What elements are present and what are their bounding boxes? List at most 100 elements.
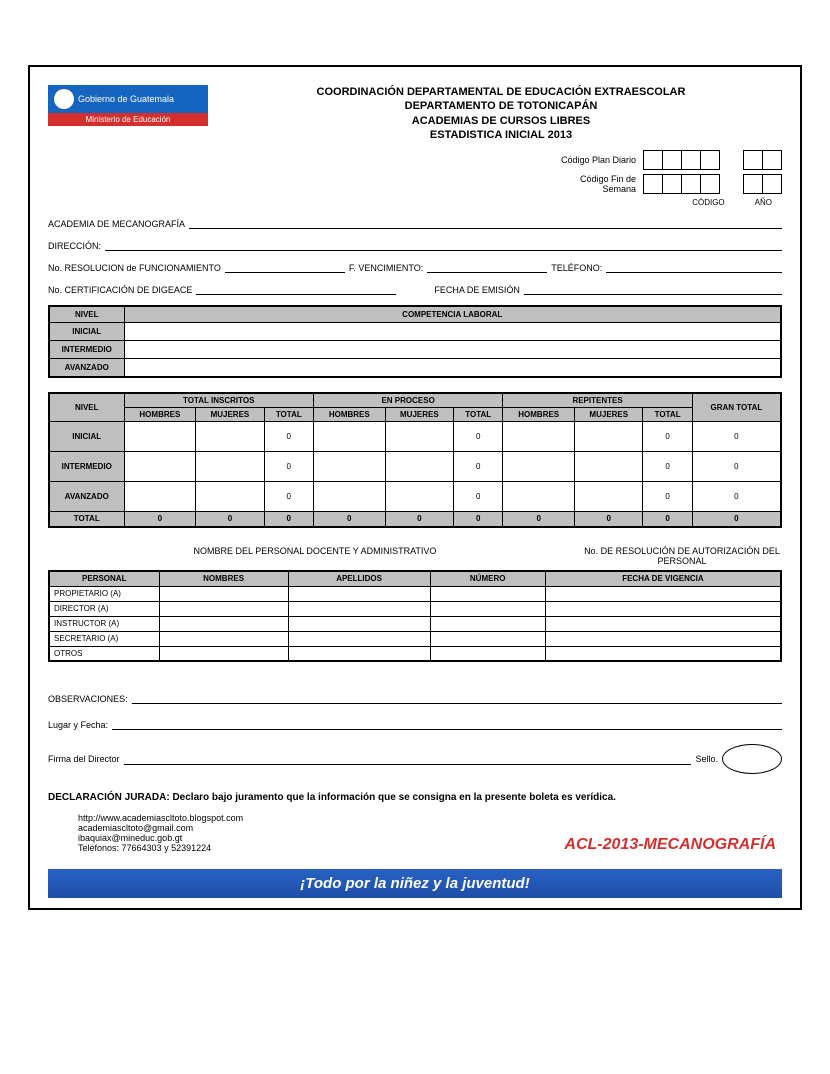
stats-cell[interactable]	[575, 481, 643, 511]
stats-cell[interactable]	[503, 451, 575, 481]
pers-cell[interactable]	[159, 601, 288, 616]
stats-cell[interactable]: 0	[264, 451, 313, 481]
code-box[interactable]	[681, 150, 701, 170]
pers-cell[interactable]	[430, 586, 545, 601]
pers-cell[interactable]	[545, 586, 781, 601]
line-direccion[interactable]	[105, 239, 782, 251]
stats-cell[interactable]: 0	[692, 481, 781, 511]
stats-cell[interactable]	[196, 451, 264, 481]
comp-cell[interactable]	[124, 323, 781, 341]
stats-cell[interactable]	[575, 451, 643, 481]
stats-cell[interactable]	[385, 481, 453, 511]
code-box[interactable]	[762, 174, 782, 194]
title-l1: COORDINACIÓN DEPARTAMENTAL DE EDUCACIÓN …	[220, 85, 782, 99]
code-box[interactable]	[700, 174, 720, 194]
pers-cell[interactable]	[288, 616, 430, 631]
stats-cell[interactable]	[313, 451, 385, 481]
pers-cell[interactable]	[430, 646, 545, 661]
line-emision[interactable]	[524, 283, 782, 295]
stats-col: TOTAL	[454, 407, 503, 421]
line-observaciones[interactable]	[132, 692, 782, 704]
code-box[interactable]	[743, 174, 763, 194]
document-page: Gobierno de Guatemala Ministerio de Educ…	[28, 65, 802, 910]
label-sello: Sello.	[695, 754, 718, 764]
pers-cell[interactable]	[545, 631, 781, 646]
line-resolucion[interactable]	[225, 261, 345, 273]
stats-cell[interactable]	[124, 421, 196, 451]
pers-cell[interactable]	[430, 601, 545, 616]
stats-total-cell: 0	[196, 511, 264, 527]
stats-col: HOMBRES	[313, 407, 385, 421]
pers-cell[interactable]	[159, 616, 288, 631]
code-box[interactable]	[662, 174, 682, 194]
pers-cell[interactable]	[159, 631, 288, 646]
stats-cell[interactable]: 0	[692, 421, 781, 451]
label-resolucion: No. RESOLUCION de FUNCIONAMIENTO	[48, 263, 221, 273]
pers-cell[interactable]	[288, 601, 430, 616]
line-firma[interactable]	[124, 753, 692, 765]
comp-cell[interactable]	[124, 341, 781, 359]
stats-cell[interactable]	[196, 421, 264, 451]
code-label-diario: Código Plan Diario	[546, 155, 636, 165]
stats-cell[interactable]	[385, 421, 453, 451]
stats-cell[interactable]: 0	[692, 451, 781, 481]
stats-cell[interactable]	[124, 481, 196, 511]
code-box[interactable]	[643, 150, 663, 170]
pers-cell[interactable]	[545, 601, 781, 616]
code-boxes-finsemana	[644, 174, 720, 194]
stats-cell[interactable]	[385, 451, 453, 481]
title-l4: ESTADISTICA INICIAL 2013	[220, 128, 782, 142]
codigo-sub: CÓDIGO	[692, 198, 724, 207]
stats-cell[interactable]: 0	[643, 421, 692, 451]
stats-col: MUJERES	[575, 407, 643, 421]
stats-cell[interactable]	[196, 481, 264, 511]
stats-col: TOTAL	[264, 407, 313, 421]
line-vencimiento[interactable]	[427, 261, 547, 273]
stats-cell[interactable]: 0	[643, 451, 692, 481]
pers-cell[interactable]	[159, 646, 288, 661]
pers-cell[interactable]	[545, 646, 781, 661]
ano-sub: AÑO	[755, 198, 772, 207]
stats-cell[interactable]	[503, 481, 575, 511]
stats-cell[interactable]	[313, 481, 385, 511]
label-observaciones: OBSERVACIONES:	[48, 694, 128, 704]
stats-cell[interactable]: 0	[454, 421, 503, 451]
decl-label: DECLARACIÓN JURADA:	[48, 792, 170, 803]
comp-cell[interactable]	[124, 359, 781, 377]
declaration: DECLARACIÓN JURADA: Declaro bajo juramen…	[48, 792, 782, 803]
stats-cell[interactable]: 0	[454, 451, 503, 481]
pers-cell[interactable]	[288, 586, 430, 601]
code-box[interactable]	[762, 150, 782, 170]
line-telefono[interactable]	[606, 261, 782, 273]
pers-col: FECHA DE VIGENCIA	[545, 571, 781, 586]
code-box[interactable]	[700, 150, 720, 170]
stats-cell[interactable]: 0	[264, 481, 313, 511]
code-box[interactable]	[681, 174, 701, 194]
stats-col: TOTAL	[643, 407, 692, 421]
stats-cell[interactable]: 0	[454, 481, 503, 511]
code-row-finsemana: Código Fin de Semana	[48, 174, 782, 194]
stats-cell[interactable]: 0	[643, 481, 692, 511]
stats-cell[interactable]	[124, 451, 196, 481]
pers-cell[interactable]	[430, 616, 545, 631]
pers-cell[interactable]	[288, 631, 430, 646]
stats-cell[interactable]: 0	[264, 421, 313, 451]
code-box[interactable]	[743, 150, 763, 170]
stats-cell[interactable]	[575, 421, 643, 451]
code-box[interactable]	[643, 174, 663, 194]
stats-cell[interactable]	[503, 421, 575, 451]
pers-cell[interactable]	[545, 616, 781, 631]
acl-code: ACL-2013-MECANOGRAFÍA	[564, 836, 776, 854]
line-cert[interactable]	[196, 283, 396, 295]
line-academia[interactable]	[189, 217, 782, 229]
stats-cell[interactable]	[313, 421, 385, 451]
pers-col: APELLIDOS	[288, 571, 430, 586]
code-box[interactable]	[662, 150, 682, 170]
code-boxes-year2	[744, 174, 782, 194]
pers-cell[interactable]	[288, 646, 430, 661]
stats-col: HOMBRES	[503, 407, 575, 421]
pers-cell[interactable]	[159, 586, 288, 601]
stats-level: AVANZADO	[49, 481, 124, 511]
line-lugar[interactable]	[112, 718, 782, 730]
pers-cell[interactable]	[430, 631, 545, 646]
